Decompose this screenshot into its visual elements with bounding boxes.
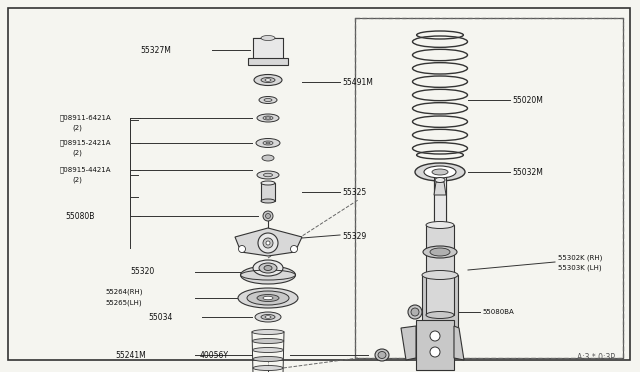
- Ellipse shape: [435, 177, 445, 183]
- Text: Ⓦ08915-2421A: Ⓦ08915-2421A: [60, 140, 111, 146]
- Ellipse shape: [259, 96, 277, 103]
- Text: 55327M: 55327M: [140, 45, 171, 55]
- Ellipse shape: [426, 221, 454, 228]
- Ellipse shape: [430, 331, 440, 341]
- Ellipse shape: [256, 138, 280, 148]
- Text: 55034: 55034: [148, 312, 172, 321]
- Ellipse shape: [411, 308, 419, 316]
- Text: (2): (2): [72, 125, 82, 131]
- Ellipse shape: [264, 99, 272, 102]
- Ellipse shape: [257, 114, 279, 122]
- Bar: [426, 225, 454, 315]
- Ellipse shape: [253, 366, 283, 371]
- Ellipse shape: [239, 246, 246, 253]
- Text: 55080BA: 55080BA: [482, 309, 514, 315]
- Ellipse shape: [264, 266, 272, 270]
- Text: 55265(LH): 55265(LH): [105, 300, 141, 306]
- Ellipse shape: [266, 241, 270, 245]
- Ellipse shape: [262, 155, 274, 161]
- Bar: [355, 18, 623, 358]
- Ellipse shape: [422, 270, 458, 279]
- Ellipse shape: [432, 169, 448, 175]
- Ellipse shape: [408, 305, 422, 319]
- Ellipse shape: [263, 211, 273, 221]
- Text: 40056Y: 40056Y: [200, 350, 229, 359]
- Ellipse shape: [252, 339, 284, 343]
- Ellipse shape: [291, 246, 298, 253]
- Bar: [422, 275, 458, 330]
- Bar: [434, 175, 446, 230]
- Text: 55303K (LH): 55303K (LH): [558, 265, 602, 271]
- Ellipse shape: [261, 314, 275, 320]
- Ellipse shape: [423, 246, 457, 258]
- Text: 55491M: 55491M: [342, 77, 373, 87]
- Ellipse shape: [265, 79, 271, 81]
- Ellipse shape: [261, 199, 275, 203]
- Bar: [253, 38, 283, 60]
- Ellipse shape: [266, 214, 271, 218]
- Ellipse shape: [257, 171, 279, 179]
- Ellipse shape: [253, 356, 284, 362]
- Ellipse shape: [263, 296, 273, 300]
- Ellipse shape: [263, 116, 273, 120]
- Ellipse shape: [255, 312, 281, 322]
- Text: 55302K (RH): 55302K (RH): [558, 255, 602, 261]
- Text: A:3 * 0:3P: A:3 * 0:3P: [577, 353, 615, 362]
- Ellipse shape: [426, 311, 454, 318]
- Polygon shape: [401, 326, 416, 360]
- Text: (2): (2): [72, 150, 82, 156]
- Text: 55329: 55329: [342, 231, 366, 241]
- Text: 55320: 55320: [130, 267, 154, 276]
- Bar: [416, 320, 454, 370]
- Polygon shape: [454, 326, 464, 360]
- Ellipse shape: [261, 77, 275, 83]
- Ellipse shape: [241, 266, 296, 284]
- Ellipse shape: [254, 74, 282, 86]
- Ellipse shape: [261, 181, 275, 185]
- Ellipse shape: [430, 347, 440, 357]
- Ellipse shape: [415, 163, 465, 181]
- Ellipse shape: [264, 173, 273, 177]
- Ellipse shape: [253, 347, 284, 353]
- Text: 55264(RH): 55264(RH): [105, 289, 143, 295]
- Ellipse shape: [238, 288, 298, 308]
- Ellipse shape: [258, 233, 278, 253]
- Text: 55080B: 55080B: [65, 212, 94, 221]
- Ellipse shape: [253, 260, 283, 276]
- Bar: [248, 58, 288, 65]
- Ellipse shape: [266, 117, 271, 119]
- Text: 55032M: 55032M: [512, 167, 543, 176]
- Polygon shape: [235, 228, 302, 256]
- Text: (2): (2): [72, 177, 82, 183]
- Ellipse shape: [430, 248, 450, 256]
- Text: ⓝ08911-6421A: ⓝ08911-6421A: [60, 115, 112, 121]
- Ellipse shape: [378, 352, 386, 359]
- Ellipse shape: [263, 238, 273, 248]
- Text: 55325: 55325: [342, 187, 366, 196]
- Ellipse shape: [259, 263, 277, 273]
- Ellipse shape: [265, 316, 271, 318]
- Ellipse shape: [424, 166, 456, 178]
- Text: 55241M: 55241M: [115, 350, 146, 359]
- Ellipse shape: [261, 35, 275, 41]
- Ellipse shape: [375, 349, 389, 361]
- Bar: [355, 18, 623, 358]
- Bar: [261, 183, 275, 201]
- Ellipse shape: [247, 291, 289, 305]
- Ellipse shape: [263, 141, 273, 145]
- Polygon shape: [434, 182, 446, 195]
- Ellipse shape: [252, 330, 284, 334]
- Ellipse shape: [266, 142, 270, 144]
- Ellipse shape: [257, 295, 279, 301]
- Text: 55020M: 55020M: [512, 96, 543, 105]
- Text: Ⓦ08915-4421A: Ⓦ08915-4421A: [60, 167, 111, 173]
